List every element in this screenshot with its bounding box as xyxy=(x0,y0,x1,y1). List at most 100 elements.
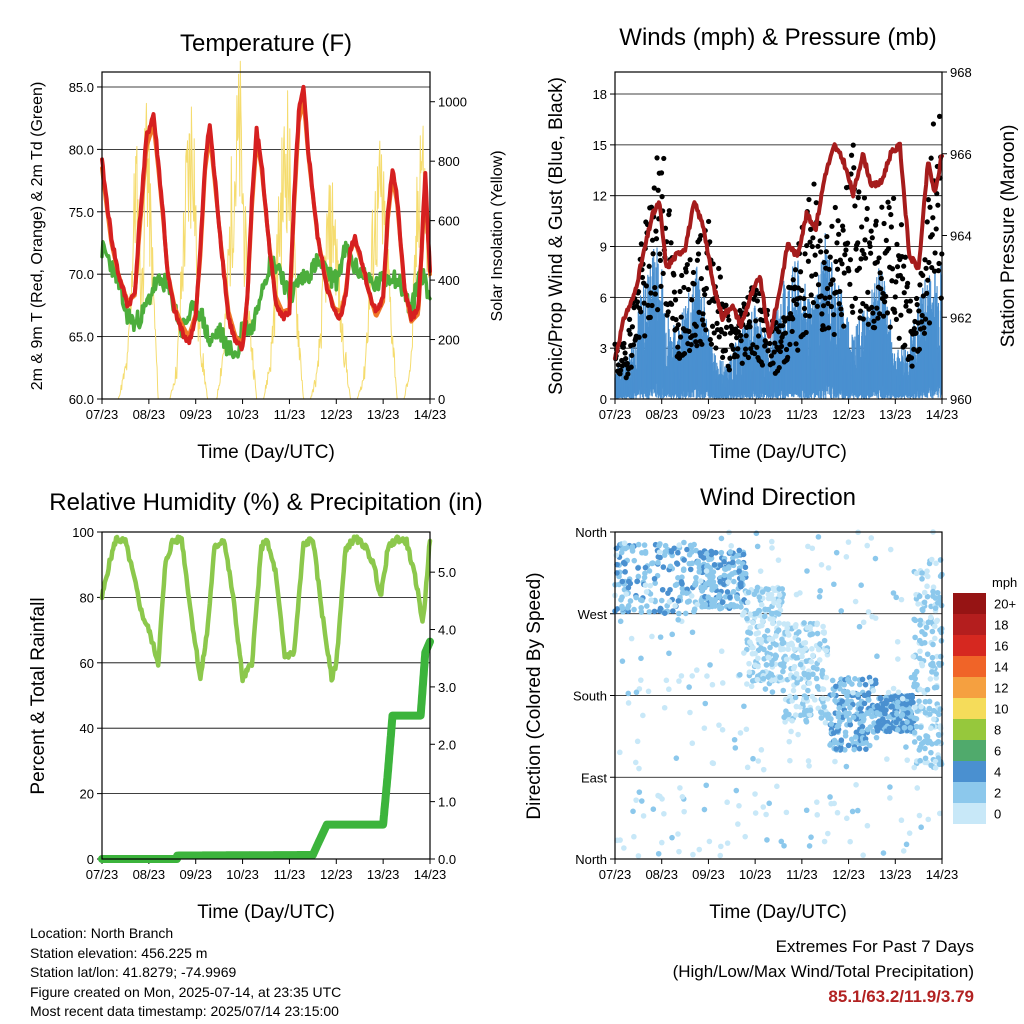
direction-point xyxy=(638,798,645,804)
gust-point xyxy=(703,327,709,333)
direction-point xyxy=(903,744,909,750)
gust-point xyxy=(817,238,823,244)
direction-point xyxy=(919,576,925,582)
direction-point xyxy=(613,552,620,559)
gust-point xyxy=(836,301,842,307)
direction-point xyxy=(845,742,852,749)
y-right-tick-label: 966 xyxy=(950,147,972,162)
gust-point xyxy=(716,265,722,272)
x-tick-label: 11/23 xyxy=(786,407,818,422)
gust-point xyxy=(743,346,749,352)
gust-point xyxy=(862,255,869,261)
gust-point xyxy=(919,312,925,319)
gust-point xyxy=(628,364,634,370)
y-tick-label: 15 xyxy=(593,138,607,153)
gust-point xyxy=(692,332,698,338)
gust-point xyxy=(893,279,899,285)
gust-point xyxy=(699,341,705,347)
colorbar-label: 14 xyxy=(994,660,1008,675)
direction-point xyxy=(637,597,644,603)
direction-point xyxy=(927,711,933,717)
direction-point xyxy=(795,637,802,643)
direction-series xyxy=(612,529,945,859)
direction-point xyxy=(888,704,894,710)
direction-point xyxy=(931,716,937,723)
direction-point xyxy=(842,729,849,736)
y-tick-label: 9 xyxy=(600,240,607,255)
direction-point xyxy=(614,561,620,568)
direction-point xyxy=(647,582,654,589)
direction-point xyxy=(651,575,658,582)
direction-point xyxy=(622,569,628,575)
direction-point xyxy=(746,669,753,676)
direction-point xyxy=(693,667,700,673)
direction-point xyxy=(756,607,763,614)
direction-point xyxy=(824,696,831,702)
gust-point xyxy=(867,243,873,249)
direction-point xyxy=(910,653,917,660)
gust-point xyxy=(879,204,885,210)
gust-point xyxy=(785,354,791,360)
gust-point xyxy=(655,307,661,313)
direction-point xyxy=(781,714,787,721)
direction-point xyxy=(691,608,697,615)
direction-point xyxy=(780,646,787,652)
gust-point xyxy=(853,246,859,252)
gust-point xyxy=(856,189,862,195)
direction-point xyxy=(874,703,881,709)
direction-point xyxy=(686,598,692,604)
gust-point xyxy=(778,343,785,349)
direction-point xyxy=(831,581,837,588)
gust-point xyxy=(659,194,665,200)
direction-point xyxy=(911,729,918,736)
y-tick-label: 6 xyxy=(600,290,607,305)
direction-point xyxy=(911,739,918,745)
gust-point xyxy=(681,284,687,291)
winds-plot-area: 07/23 08/23 09/23 10/23 11/23 12/23 13/23 14/23… xyxy=(593,65,972,422)
direction-point xyxy=(790,687,797,694)
gust-point xyxy=(623,356,629,362)
gust-point xyxy=(887,324,893,330)
direction-point xyxy=(804,707,810,714)
gust-point xyxy=(815,282,822,288)
direction-point xyxy=(918,703,924,710)
direction-point xyxy=(755,655,761,662)
direction-point xyxy=(846,710,852,717)
direction-point xyxy=(648,597,654,603)
x-tick-label: 14/23 xyxy=(926,867,959,882)
direction-point xyxy=(924,651,931,657)
gust-point xyxy=(770,360,776,366)
direction-point xyxy=(917,617,924,624)
gust-point xyxy=(894,264,901,270)
direction-point xyxy=(758,747,765,753)
direction-point xyxy=(776,620,782,626)
direction-point xyxy=(918,660,925,667)
gust-point xyxy=(723,302,729,308)
direction-point xyxy=(719,599,726,606)
direction-point xyxy=(636,789,643,795)
direction-point xyxy=(837,686,843,692)
gust-point xyxy=(684,261,690,268)
direction-point xyxy=(684,546,690,553)
direction-point xyxy=(893,594,900,601)
gust-point xyxy=(923,265,929,271)
direction-point xyxy=(702,584,708,591)
direction-point xyxy=(916,593,923,600)
gust-point xyxy=(641,300,647,306)
direction-point xyxy=(724,589,731,595)
direction-point xyxy=(724,840,731,846)
colorbar-title: mph xyxy=(992,575,1017,590)
direction-point xyxy=(696,569,703,575)
gust-point xyxy=(693,323,699,329)
direction-point xyxy=(814,620,821,627)
gust-point xyxy=(658,283,664,289)
direction-point xyxy=(646,609,653,615)
gust-point xyxy=(665,309,671,315)
direction-point xyxy=(931,623,938,630)
gust-point xyxy=(888,224,894,230)
direction-point xyxy=(764,627,771,634)
direction-point xyxy=(656,608,663,614)
direction-point xyxy=(732,745,739,751)
direction-point xyxy=(687,566,694,573)
gust-point xyxy=(848,152,855,158)
